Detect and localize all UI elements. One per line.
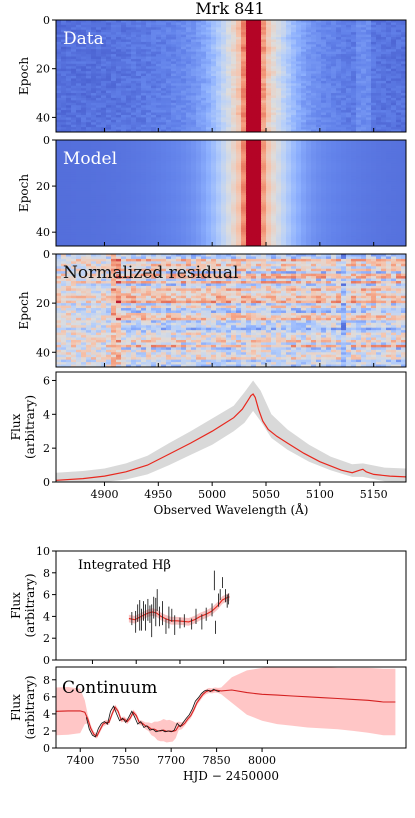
y-tick-label: 0 [43,14,50,27]
figure-title: Mrk 841 [195,0,264,18]
y-axis-label-unit: (arbitrary) [23,573,37,637]
panel-annotation: Continuum [62,678,157,698]
y-tick-label: 10 [36,545,50,558]
x-tick-label: 5000 [198,488,226,501]
y-tick-label: 4 [43,610,50,623]
y-axis-label: Flux [9,413,23,440]
mean-spectrum-line [56,393,406,481]
y-tick-label: 20 [36,63,50,76]
y-axis-label-unit: (arbitrary) [23,395,37,459]
panel-label: Normalized residual [63,263,238,283]
y-tick-label: 8 [43,674,50,687]
heatmap-2 [56,140,406,246]
y-axis-label: Epoch [17,291,31,329]
panel-label: Model [63,149,117,169]
axes-frame-3 [55,371,407,483]
plot-area-5 [56,667,396,743]
y-tick-label: 8 [43,567,50,580]
heatmap-frame-1 [55,19,407,133]
axes-frame-4 [55,550,407,661]
y-axis-label: Flux [9,592,23,619]
x-tick-label: 8000 [248,754,276,767]
x-axis-label: HJD − 2450000 [183,769,279,783]
y-tick-label: 6 [43,374,50,387]
x-tick-label: 4900 [90,488,118,501]
y-tick-label: 6 [43,691,50,704]
x-tick-label: 7700 [157,754,185,767]
y-tick-label: 4 [43,408,50,421]
plot-area-3 [56,380,406,482]
x-tick-label: 5100 [306,488,334,501]
y-tick-label: 0 [43,134,50,147]
y-tick-label: 2 [43,442,50,455]
model-band [56,667,396,743]
panel-annotation: Integrated Hβ [78,558,171,573]
model-line [128,596,230,623]
y-tick-label: 40 [36,111,50,124]
plot-area-4 [128,570,230,638]
x-tick-label: 7400 [66,754,94,767]
y-axis-label: Epoch [17,57,31,95]
x-tick-label: 4950 [144,488,172,501]
x-tick-label: 7550 [112,754,140,767]
y-tick-label: 40 [36,346,50,359]
y-tick-label: 2 [43,725,50,738]
y-tick-label: 2 [43,632,50,645]
axes-frame-5 [55,666,407,749]
y-tick-label: 20 [36,297,50,310]
continuum-data-line [85,688,220,738]
y-tick-label: 4 [43,708,50,721]
rms-band [56,380,406,482]
heatmap-frame-2 [55,139,407,247]
y-tick-label: 6 [43,589,50,602]
panel-label: Data [63,29,104,49]
x-axis-label: Observed Wavelength (Å) [154,502,309,517]
x-tick-label: 7850 [203,754,231,767]
heatmap-3 [56,254,406,367]
y-axis-label: Epoch [17,174,31,212]
y-tick-label: 20 [36,180,50,193]
y-tick-label: 40 [36,226,50,239]
y-tick-label: 0 [43,476,50,489]
x-tick-label: 5150 [360,488,388,501]
y-tick-label: 0 [43,248,50,261]
heatmap-1 [56,20,406,132]
heatmap-frame-3 [55,253,407,368]
model-band [128,593,230,626]
y-tick-label: 0 [43,742,50,755]
y-axis-label-unit: (arbitrary) [23,675,37,739]
x-tick-label: 5050 [252,488,280,501]
y-axis-label: Flux [9,694,23,721]
y-tick-label: 0 [43,654,50,667]
